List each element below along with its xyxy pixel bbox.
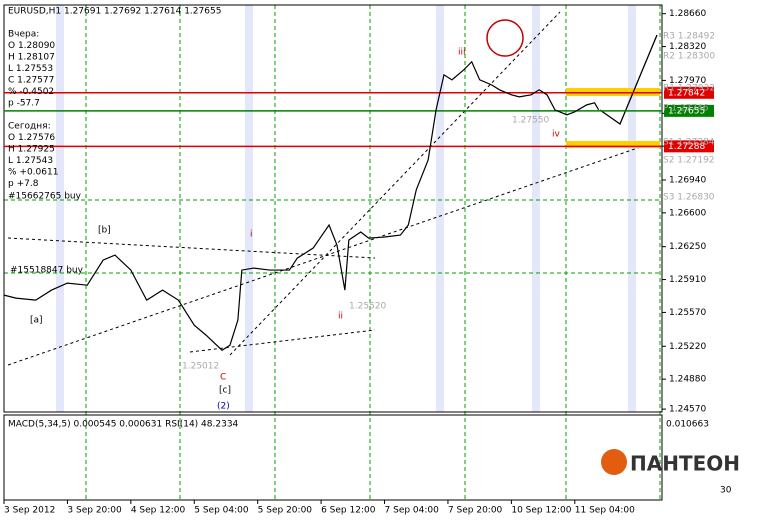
info-line: O 1.27576 bbox=[8, 133, 55, 143]
x-tick-label: 5 Sep 20:00 bbox=[258, 506, 313, 516]
level-label: 1.27842 bbox=[668, 88, 705, 98]
order-label: #15662765 buy bbox=[8, 192, 82, 202]
x-tick-label: 3 Sep 2012 bbox=[4, 506, 55, 516]
wave-label: (2) bbox=[217, 402, 230, 412]
y-tick-label: 1.26600 bbox=[669, 208, 706, 218]
price-note: 1.25520 bbox=[349, 302, 386, 312]
pivot-label: S1 1.27384 bbox=[663, 138, 715, 148]
wave-label: C bbox=[220, 373, 226, 383]
y-tick-label: 1.24880 bbox=[669, 375, 706, 385]
pivot-label: R3 1.28492 bbox=[663, 32, 715, 42]
info-line: % -0.4502 bbox=[8, 87, 54, 97]
level-badge bbox=[664, 140, 714, 153]
pivot-label: R1 1.27932 bbox=[663, 84, 715, 94]
pivot-label: S3 1.26830 bbox=[663, 193, 715, 203]
info-line: p -57.7 bbox=[8, 99, 40, 109]
day-separators bbox=[4, 5, 662, 500]
pivot-label: P 1.27746 bbox=[663, 104, 709, 114]
order-label: #15518847 buy bbox=[10, 266, 84, 276]
forecast-arrow bbox=[599, 34, 658, 125]
y-tick-label: 1.25220 bbox=[669, 342, 706, 352]
pivot-label: S2 1.27192 bbox=[663, 156, 715, 166]
info-line: Сегодня: bbox=[8, 122, 51, 132]
x-tick-label: 6 Sep 12:00 bbox=[321, 506, 376, 516]
wave-label: [b] bbox=[98, 226, 111, 236]
info-line: % +0.0611 bbox=[8, 168, 58, 178]
session-bands bbox=[56, 5, 636, 412]
wave-label: ii bbox=[338, 312, 343, 322]
info-line: Вчера: bbox=[8, 30, 39, 40]
pivot-label: R2 1.28300 bbox=[663, 52, 715, 62]
price-note: 1.25012 bbox=[182, 362, 219, 372]
logo: ПАНТЕОН bbox=[630, 452, 740, 476]
indicator-label: MACD(5,34,5) 0.000545 0.000631 RSI(14) 4… bbox=[8, 420, 239, 430]
price-note: 1.27550 bbox=[512, 116, 549, 126]
x-tick-label: 7 Sep 04:00 bbox=[385, 506, 440, 516]
y-tick-label: 1.28320 bbox=[669, 42, 706, 52]
y-tick-label: 1.25570 bbox=[669, 308, 706, 318]
x-tick-label: 3 Sep 20:00 bbox=[67, 506, 122, 516]
y-tick-label: 1.25910 bbox=[669, 275, 706, 285]
x-tick-label: 7 Sep 20:00 bbox=[448, 506, 503, 516]
indicator-axis-label: 30 bbox=[720, 486, 732, 496]
y-tick-label: 1.26250 bbox=[669, 242, 706, 252]
y-tick-label: 1.28660 bbox=[669, 9, 706, 19]
y-tick-label: 1.27970 bbox=[669, 76, 706, 86]
level-label: 1.27288 bbox=[668, 142, 705, 152]
wave-label: [c] bbox=[219, 386, 231, 396]
info-line: H 1.28107 bbox=[8, 53, 55, 63]
price-line bbox=[3, 60, 600, 351]
wave-label: [a] bbox=[30, 316, 43, 326]
y-tick-label: 1.24570 bbox=[669, 405, 706, 415]
zone bbox=[566, 141, 660, 148]
info-line: L 1.27543 bbox=[8, 156, 53, 166]
info-line: L 1.27553 bbox=[8, 64, 53, 74]
level-badge bbox=[664, 104, 714, 117]
chart-title: EURUSD,H1 1.27691 1.27692 1.27614 1.2765… bbox=[8, 7, 221, 17]
x-tick-label: 5 Sep 04:00 bbox=[194, 506, 249, 516]
level-badge bbox=[664, 86, 714, 99]
level-label: 1.27655 bbox=[668, 106, 705, 116]
wave-label: iii bbox=[458, 48, 466, 58]
wave-label: i bbox=[250, 230, 253, 240]
x-tick-label: 10 Sep 12:00 bbox=[511, 506, 571, 516]
x-tick-label: 4 Sep 12:00 bbox=[131, 506, 186, 516]
highlight-circle bbox=[486, 19, 524, 57]
info-line: C 1.27577 bbox=[8, 76, 54, 86]
plot-frame bbox=[3, 4, 663, 413]
y-tick-label: 1.26940 bbox=[669, 175, 706, 185]
info-line: O 1.28090 bbox=[8, 41, 55, 51]
x-tick-label: 11 Sep 04:00 bbox=[575, 506, 635, 516]
wave-label: iv bbox=[552, 130, 561, 140]
indicator-frame bbox=[3, 414, 663, 501]
indicator-axis-label: 0.010663 bbox=[666, 420, 709, 430]
logo-icon bbox=[601, 449, 627, 475]
info-line: H 1.27925 bbox=[8, 145, 55, 155]
zone bbox=[566, 88, 660, 96]
info-line: p +7.8 bbox=[8, 179, 39, 189]
